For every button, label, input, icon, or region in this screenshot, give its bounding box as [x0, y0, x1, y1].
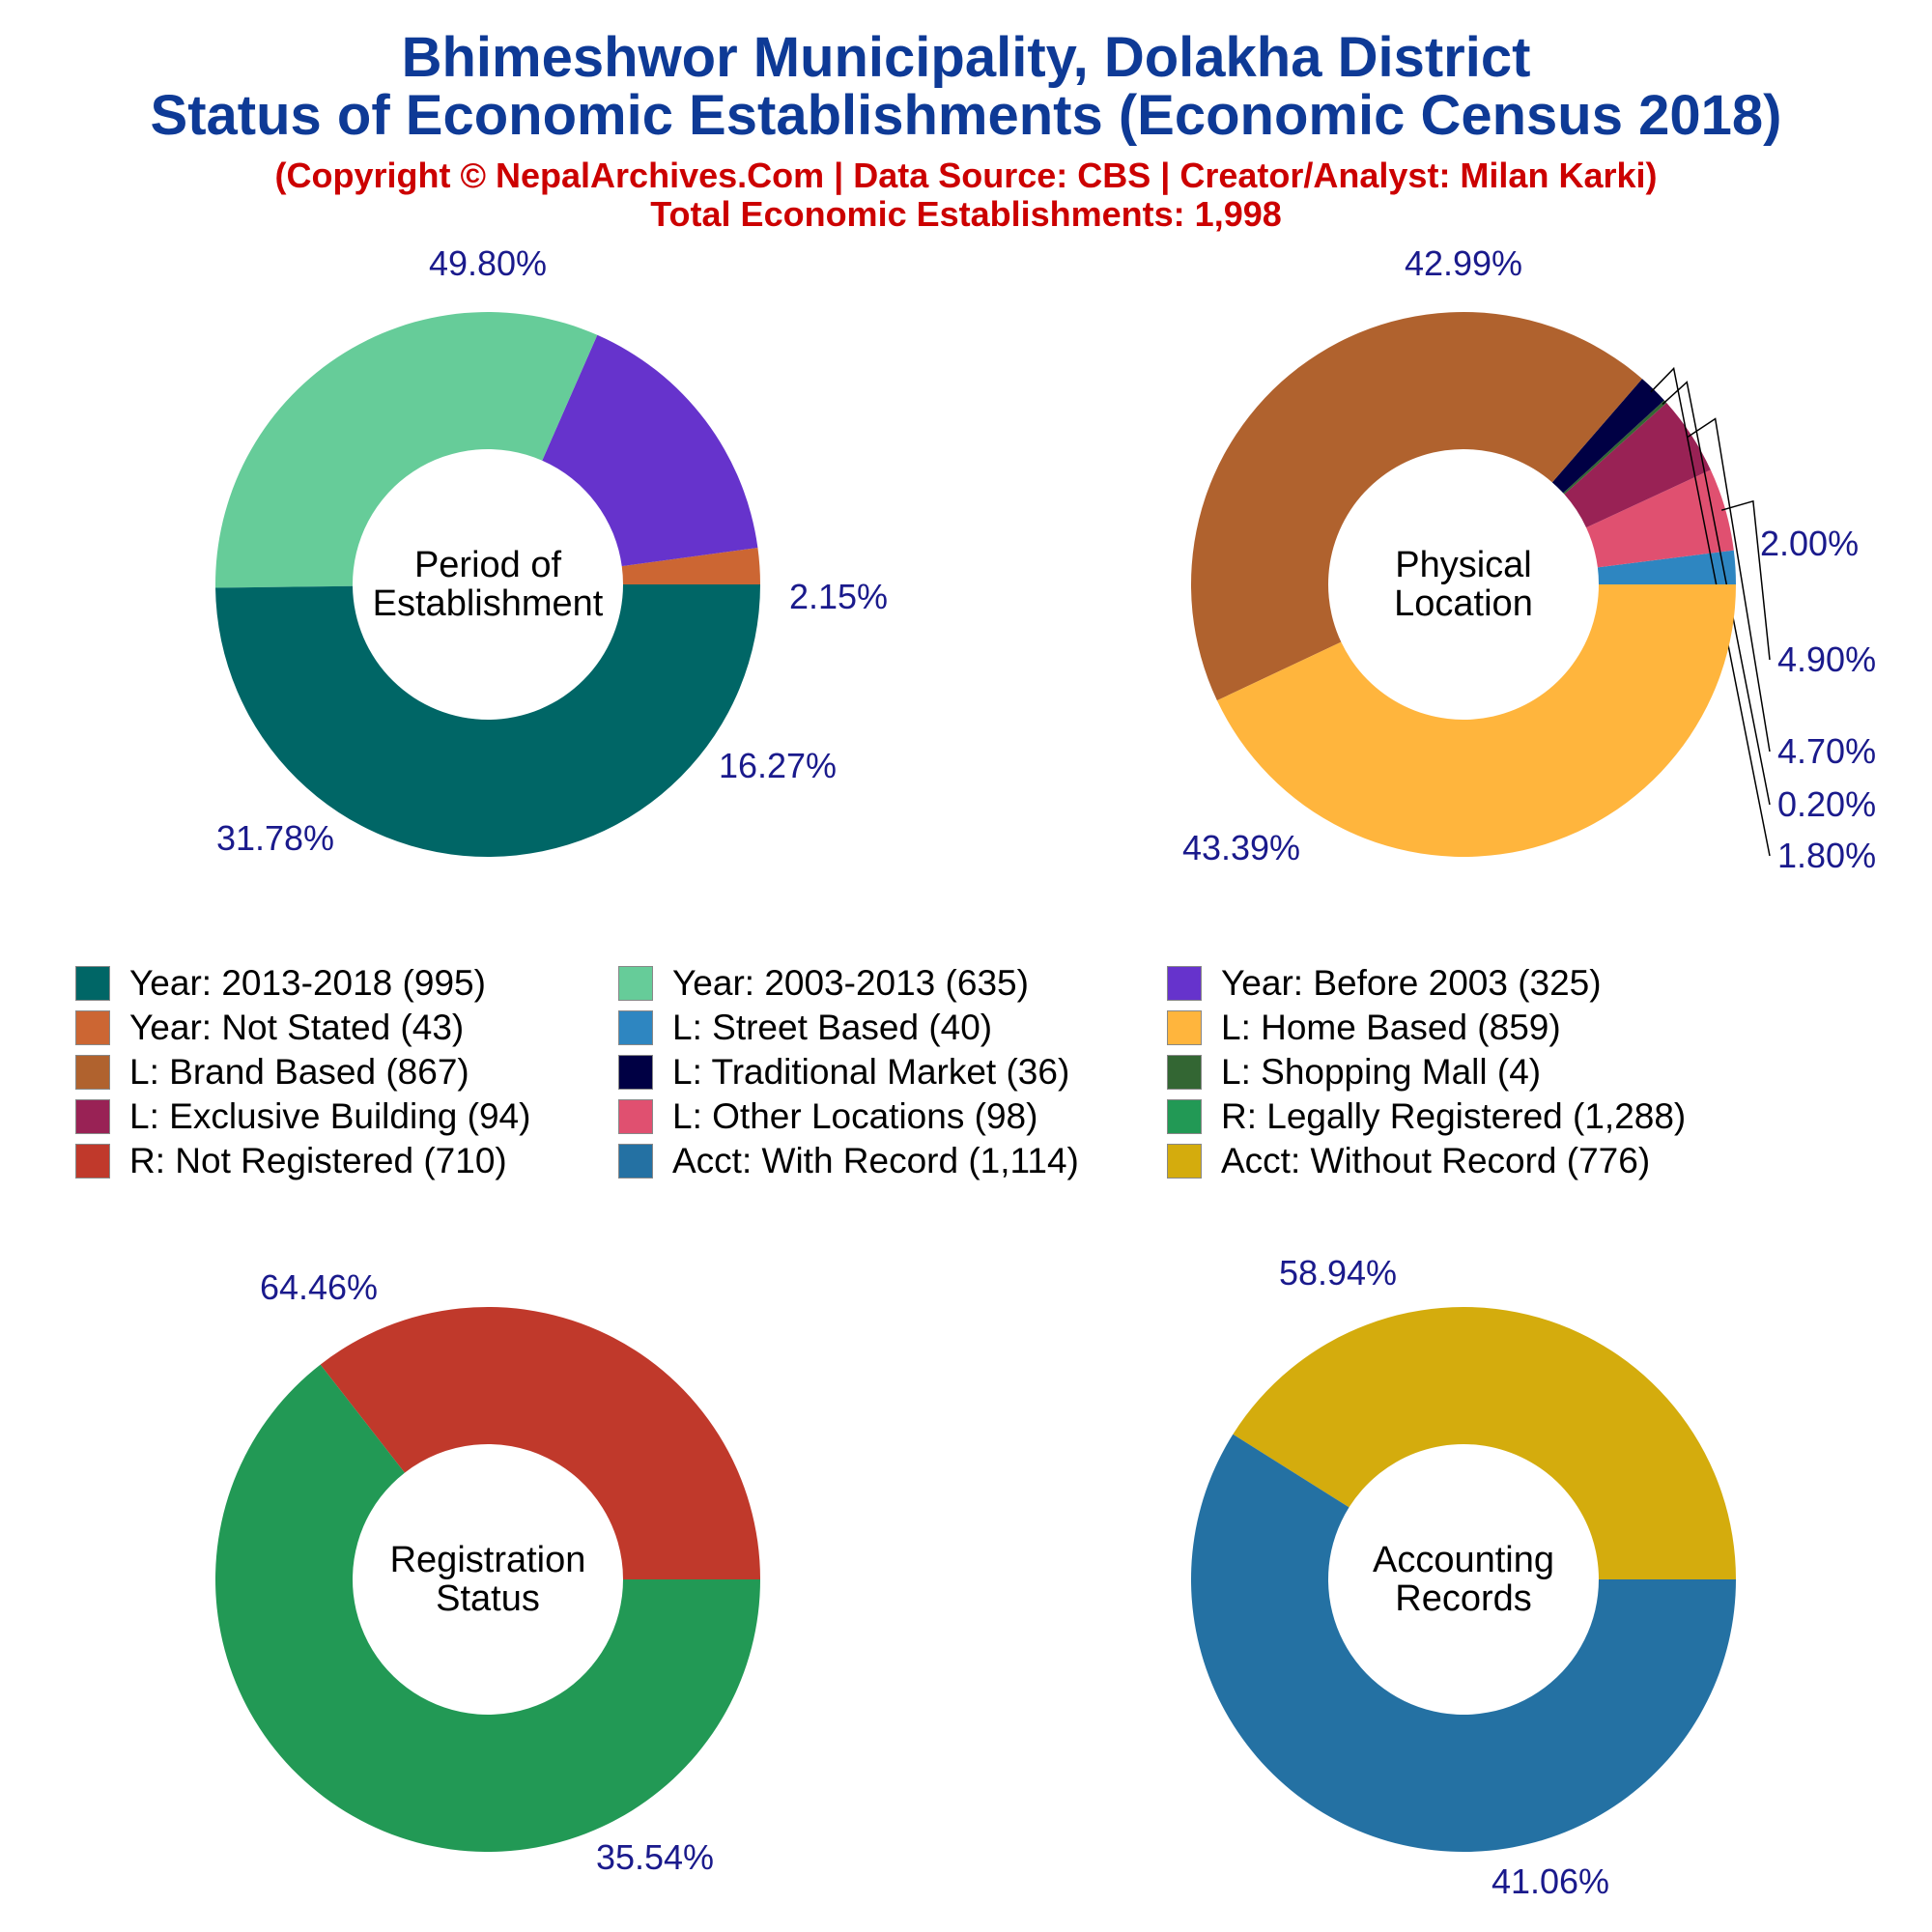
donut-center-label: Physical [1395, 545, 1532, 585]
legend-swatch [618, 1010, 653, 1045]
slice-percent-label: 64.46% [260, 1267, 378, 1307]
legend-swatch [1167, 1099, 1202, 1134]
label-leader-line [1650, 366, 1771, 857]
donut-slice [1551, 379, 1664, 494]
legend-label: Year: 2013-2018 (995) [129, 963, 486, 1003]
slice-percent-label: 2.15% [789, 577, 888, 616]
legend-swatch [1167, 1055, 1202, 1090]
donut-slice [1564, 403, 1711, 528]
legend-swatch [75, 966, 110, 1001]
donut-slice [320, 1306, 761, 1579]
legend-item: L: Traditional Market (36) [618, 1050, 1069, 1094]
legend-item: L: Exclusive Building (94) [75, 1094, 530, 1139]
donut-center-label: Accounting [1373, 1540, 1554, 1580]
legend-swatch [75, 1099, 110, 1134]
slice-percent-label: 2.00% [1760, 524, 1859, 563]
chart-title-line1: Bhimeshwor Municipality, Dolakha Distric… [401, 26, 1531, 89]
legend-swatch [1167, 966, 1202, 1001]
copyright-text: (Copyright © NepalArchives.Com | Data So… [274, 156, 1658, 195]
slice-percent-label: 1.80% [1777, 836, 1876, 875]
legend-label: R: Legally Registered (1,288) [1221, 1096, 1687, 1136]
label-leader-line [1720, 499, 1771, 661]
slice-percent-label: 4.70% [1777, 731, 1876, 771]
total-establishments: Total Economic Establishments: 1,998 [650, 194, 1282, 234]
legend-label: L: Street Based (40) [672, 1008, 993, 1047]
donut-center-label: Records [1395, 1578, 1532, 1619]
donut-slice [1597, 550, 1736, 584]
slice-percent-label: 4.90% [1777, 639, 1876, 679]
donut-slice [1216, 584, 1736, 858]
legend-label: L: Home Based (859) [1221, 1008, 1561, 1047]
legend-item: Year: Before 2003 (325) [1167, 961, 1602, 1006]
donut-slice [1191, 1434, 1736, 1852]
legend-swatch [618, 1099, 653, 1134]
legend-item: L: Brand Based (867) [75, 1050, 469, 1094]
slice-percent-label: 16.27% [719, 746, 837, 785]
donut-center-label: Period of [414, 545, 562, 585]
legend-label: Year: Before 2003 (325) [1221, 963, 1602, 1003]
legend-item: Acct: Without Record (776) [1167, 1139, 1650, 1183]
legend-item: L: Home Based (859) [1167, 1006, 1561, 1050]
legend-item: L: Other Locations (98) [618, 1094, 1037, 1139]
legend-swatch [75, 1055, 110, 1090]
legend-label: L: Shopping Mall (4) [1221, 1052, 1542, 1092]
donut-slice [1190, 311, 1642, 701]
legend-label: R: Not Registered (710) [129, 1141, 507, 1180]
legend-item: L: Shopping Mall (4) [1167, 1050, 1541, 1094]
legend-label: L: Other Locations (98) [672, 1096, 1038, 1136]
donut-slice [215, 1364, 760, 1852]
legend-label: Year: 2003-2013 (635) [672, 963, 1029, 1003]
donut-slice [1586, 469, 1734, 568]
legend-item: R: Legally Registered (1,288) [1167, 1094, 1686, 1139]
donut-slice [1233, 1307, 1736, 1579]
slice-percent-label: 31.78% [216, 818, 334, 858]
donut-slice [215, 584, 760, 857]
slice-percent-label: 35.54% [596, 1837, 714, 1877]
donut-center-label: Status [436, 1578, 540, 1619]
label-leader-line [1662, 381, 1771, 806]
donut-center-label: Establishment [373, 583, 604, 624]
donut-slice [1563, 400, 1667, 495]
slice-percent-label: 41.06% [1492, 1861, 1609, 1901]
legend-item: Year: 2003-2013 (635) [618, 961, 1029, 1006]
donut-center-label: Registration [390, 1540, 586, 1580]
legend-label: L: Exclusive Building (94) [129, 1096, 531, 1136]
legend-item: L: Street Based (40) [618, 1006, 992, 1050]
legend-item: R: Not Registered (710) [75, 1139, 507, 1183]
donut-slice [542, 334, 758, 567]
legend-label: Acct: With Record (1,114) [672, 1141, 1079, 1180]
legend-label: L: Brand Based (867) [129, 1052, 469, 1092]
chart-title-line2: Status of Economic Establishments (Econo… [150, 84, 1782, 147]
legend-item: Year: Not Stated (43) [75, 1006, 464, 1050]
legend-label: L: Traditional Market (36) [672, 1052, 1070, 1092]
legend-item: Acct: With Record (1,114) [618, 1139, 1079, 1183]
legend-swatch [618, 966, 653, 1001]
legend-swatch [75, 1010, 110, 1045]
legend-swatch [75, 1144, 110, 1179]
slice-percent-label: 58.94% [1279, 1253, 1397, 1293]
donut-slice [621, 547, 760, 584]
legend-swatch [618, 1055, 653, 1090]
legend-label: Year: Not Stated (43) [129, 1008, 465, 1047]
legend-swatch [1167, 1144, 1202, 1179]
slice-percent-label: 43.39% [1182, 828, 1300, 867]
legend-label: Acct: Without Record (776) [1221, 1141, 1651, 1180]
legend-swatch [1167, 1010, 1202, 1045]
slice-percent-label: 0.20% [1777, 784, 1876, 824]
donut-center-label: Location [1394, 583, 1533, 624]
legend-item: Year: 2013-2018 (995) [75, 961, 486, 1006]
slice-percent-label: 49.80% [429, 243, 547, 283]
donut-slice [214, 311, 598, 588]
slice-percent-label: 42.99% [1405, 243, 1522, 283]
legend-swatch [618, 1144, 653, 1179]
